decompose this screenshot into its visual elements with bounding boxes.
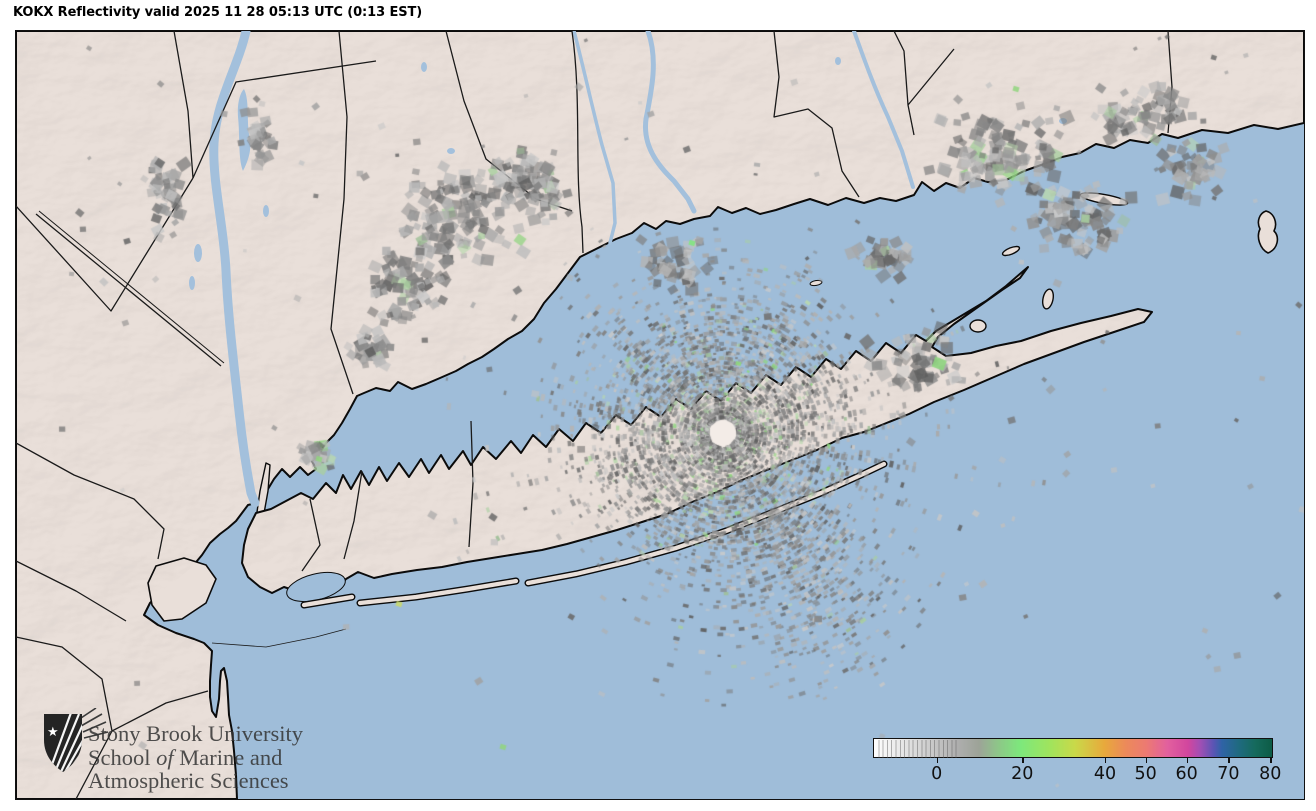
colorbar-tick: [936, 758, 939, 763]
stony-brook-logo: ★ Stony Brook University School of Marin…: [38, 707, 338, 800]
colorbar-tick: [1105, 758, 1107, 763]
colorbar-tick: [1145, 758, 1148, 763]
logo-wordmark: Stony Brook University School of Marine …: [88, 722, 348, 793]
colorbar-tick: [1186, 758, 1188, 763]
colorbar-gradient: [873, 738, 1273, 758]
colorbar-tick-label: 60: [1175, 764, 1198, 784]
colorbar-discrete-stripes: [875, 740, 957, 758]
reflectivity-colorbar: 0 20 40 50 60 70 80: [873, 738, 1281, 784]
sbu-shield-icon: ★: [44, 707, 109, 772]
logo-line-3: Atmospheric Sciences: [88, 768, 289, 793]
shield-star: ★: [47, 725, 59, 740]
figure-title: KOKX Reflectivity valid 2025 11 28 05:13…: [13, 5, 423, 20]
colorbar-tick-label: 70: [1217, 764, 1240, 784]
colorbar-tick: [1270, 758, 1272, 763]
logo-line-2: School of Marine and: [88, 744, 283, 770]
colorbar-tick-label: 40: [1093, 764, 1117, 784]
logo-line-1: Stony Brook University: [88, 721, 304, 746]
colorbar-tick-label: 0: [931, 764, 943, 784]
colorbar-tick-label: 50: [1134, 764, 1157, 784]
colorbar-tick-label: 20: [1011, 764, 1034, 784]
colorbar-tick: [1022, 758, 1024, 763]
map-canvas: [15, 30, 1305, 800]
colorbar-tick: [1228, 758, 1230, 763]
radar-echo-layer: [16, 31, 1304, 799]
colorbar-tick-label: 80: [1259, 764, 1282, 784]
